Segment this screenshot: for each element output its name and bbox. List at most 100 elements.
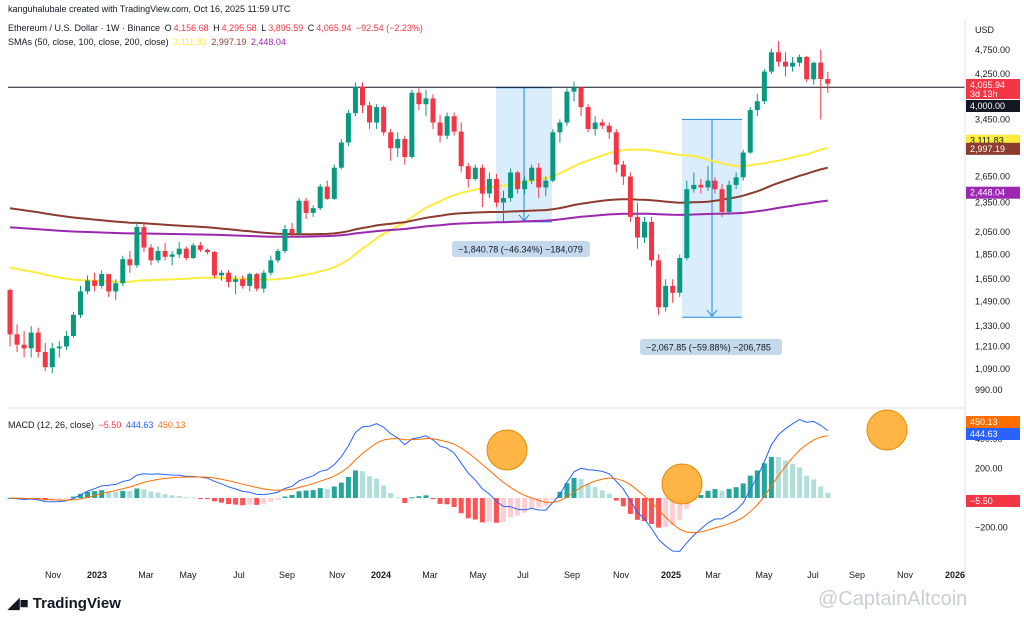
candle-body	[134, 226, 140, 266]
time-tick-label: Nov	[613, 570, 630, 580]
candle-body	[656, 260, 662, 308]
macd-legend[interactable]: MACD (12, 26, close) −5.50 444.63 450.13	[8, 420, 187, 430]
macd-histogram-bar	[726, 488, 732, 498]
range-label-bg	[640, 339, 782, 355]
candle-body	[49, 348, 55, 368]
macd-histogram-bar	[360, 471, 365, 498]
macd-histogram-bar	[783, 460, 788, 498]
candle-body	[761, 71, 767, 102]
macd-histogram-bar	[148, 491, 154, 498]
candle-body	[14, 334, 20, 345]
open-value: 4,156.68	[173, 23, 209, 33]
macd-histogram-bar	[49, 498, 55, 500]
candle-body	[501, 198, 506, 203]
macd-histogram-bar	[493, 498, 499, 523]
candle-body	[775, 52, 781, 62]
macd-histogram-bar	[85, 491, 91, 498]
macd-histogram-bar	[529, 498, 535, 509]
price-tick-label: 4,250.00	[975, 69, 1010, 79]
macd-histogram-bar	[381, 485, 387, 498]
macd-histogram-bar	[606, 493, 612, 498]
candle-body	[296, 200, 302, 234]
macd-histogram-bar	[197, 498, 203, 499]
macd-histogram-bar	[324, 488, 330, 498]
macd-histogram-bar	[233, 498, 239, 505]
price-label-bg	[966, 79, 1020, 99]
time-tick-label: Sep	[564, 570, 580, 580]
macd-histogram-bar	[162, 494, 168, 498]
candle-body	[444, 116, 450, 136]
crossover-highlight	[866, 409, 908, 451]
macd-histogram-bar	[747, 475, 753, 498]
candle-body	[233, 279, 239, 282]
candle-body	[176, 248, 182, 255]
macd-histogram-bar	[303, 490, 309, 498]
candle-body	[536, 167, 542, 188]
candle-body	[818, 62, 824, 79]
price-label-text: 3,111.83	[970, 136, 1004, 146]
macd-histogram-bar	[56, 498, 62, 500]
candle-body	[430, 98, 436, 123]
macd-histogram-bar	[761, 463, 767, 498]
low-value: 3,895.59	[268, 23, 304, 33]
macd-histogram-bar	[423, 495, 429, 498]
candle-body	[183, 248, 189, 258]
tradingview-logo[interactable]: ◢■ TradingView	[8, 594, 121, 612]
sma50-line	[9, 146, 829, 283]
candle-body	[811, 62, 817, 80]
time-tick-label: Nov	[45, 570, 62, 580]
time-tick-label: Jul	[517, 570, 529, 580]
macd-histogram-bar	[430, 498, 436, 500]
candle-body	[211, 252, 217, 276]
price-tick-label: 1,490.00	[975, 296, 1010, 306]
candle-body	[247, 274, 253, 286]
macd-histogram-bar	[409, 497, 415, 499]
macd-histogram-bar	[486, 498, 492, 522]
price-label-bg	[966, 186, 1020, 199]
macd-histogram-bar	[479, 498, 485, 523]
candle-body	[416, 92, 422, 105]
close-value: 4,065.94	[316, 23, 352, 33]
macd-histogram-bar	[451, 498, 457, 507]
low-label: L	[261, 23, 267, 33]
sma200-value: 2,448.04	[250, 37, 286, 47]
time-tick-label: Nov	[329, 570, 346, 580]
time-tick-label: Jul	[233, 570, 245, 580]
symbol-name[interactable]: Ethereum / U.S. Dollar · 1W · Binance	[8, 23, 161, 33]
macd-label: MACD (12, 26, close)	[8, 420, 95, 430]
candle-body	[148, 247, 154, 261]
candle-body	[543, 180, 549, 188]
candle-body	[28, 332, 34, 349]
sma-legend[interactable]: SMAs (50, close, 100, close, 200, close)…	[8, 37, 288, 47]
price-label-text: 4,065.94	[970, 80, 1005, 90]
time-tick-label: Sep	[849, 570, 865, 580]
macd-histogram-bar	[92, 491, 98, 498]
macd-histogram-bar	[613, 498, 619, 501]
candle-body	[289, 229, 295, 234]
candle-body	[127, 259, 133, 266]
candle-body	[825, 78, 831, 84]
candle-body	[634, 216, 640, 238]
candle-body	[493, 178, 499, 203]
macd-hist-value: −5.50	[98, 420, 122, 430]
macd-histogram-bar	[515, 498, 521, 516]
candle-body	[338, 142, 344, 168]
macd-histogram-bar	[113, 491, 119, 498]
macd-histogram-bar	[352, 470, 358, 498]
price-tick-label: 990.00	[975, 385, 1003, 395]
candle-body	[712, 180, 718, 190]
macd-histogram-bar	[620, 498, 626, 507]
macd-histogram-bar	[395, 497, 401, 499]
macd-histogram-bar	[444, 498, 450, 505]
candle-body	[324, 186, 330, 199]
candle-body	[790, 62, 796, 67]
macd-pane	[7, 407, 965, 552]
macd-signal-line	[9, 435, 828, 534]
candle-body	[381, 107, 387, 133]
candle-body	[649, 221, 655, 261]
macd-histogram-bar	[78, 493, 83, 498]
macd-histogram-bar	[656, 498, 662, 528]
candle-body	[7, 290, 13, 335]
